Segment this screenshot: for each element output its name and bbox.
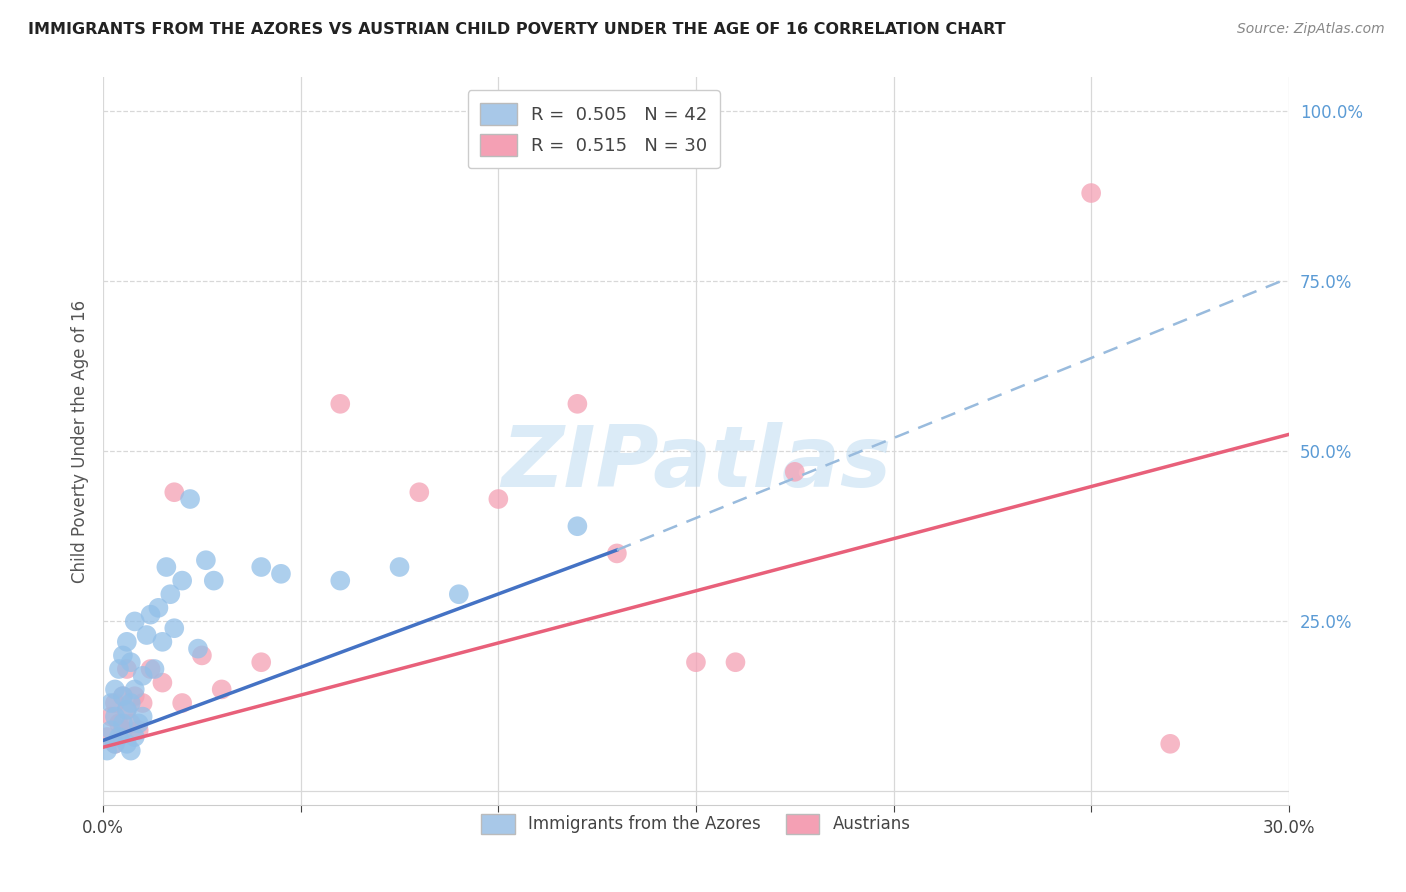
Point xyxy=(124,730,146,744)
Point xyxy=(447,587,470,601)
Point xyxy=(120,696,142,710)
Point xyxy=(159,587,181,601)
Point xyxy=(408,485,430,500)
Point xyxy=(148,600,170,615)
Point xyxy=(115,703,138,717)
Point xyxy=(131,709,153,723)
Point xyxy=(124,690,146,704)
Point xyxy=(163,485,186,500)
Point xyxy=(486,491,509,506)
Point xyxy=(139,607,162,622)
Point xyxy=(111,648,134,663)
Text: Source: ZipAtlas.com: Source: ZipAtlas.com xyxy=(1237,22,1385,37)
Point xyxy=(685,655,707,669)
Point xyxy=(187,641,209,656)
Point xyxy=(270,566,292,581)
Point xyxy=(139,662,162,676)
Point xyxy=(131,696,153,710)
Point xyxy=(115,662,138,676)
Point xyxy=(100,696,122,710)
Point xyxy=(163,621,186,635)
Point xyxy=(250,560,273,574)
Point xyxy=(783,465,806,479)
Point xyxy=(128,723,150,738)
Point xyxy=(108,662,131,676)
Point xyxy=(143,662,166,676)
Point xyxy=(179,491,201,506)
Point xyxy=(128,716,150,731)
Point xyxy=(111,690,134,704)
Point xyxy=(567,519,589,533)
Point xyxy=(111,690,134,704)
Point xyxy=(172,574,194,588)
Point xyxy=(211,682,233,697)
Point xyxy=(135,628,157,642)
Y-axis label: Child Poverty Under the Age of 16: Child Poverty Under the Age of 16 xyxy=(72,300,89,582)
Point xyxy=(202,574,225,588)
Point xyxy=(131,669,153,683)
Point xyxy=(152,635,174,649)
Point xyxy=(108,716,131,731)
Point xyxy=(96,730,118,744)
Point xyxy=(104,682,127,697)
Point xyxy=(124,682,146,697)
Point xyxy=(172,696,194,710)
Point xyxy=(329,574,352,588)
Point xyxy=(104,709,127,723)
Point xyxy=(108,730,131,744)
Text: ZIPatlas: ZIPatlas xyxy=(501,422,891,505)
Point xyxy=(120,716,142,731)
Point xyxy=(120,743,142,757)
Point xyxy=(120,655,142,669)
Text: IMMIGRANTS FROM THE AZORES VS AUSTRIAN CHILD POVERTY UNDER THE AGE OF 16 CORRELA: IMMIGRANTS FROM THE AZORES VS AUSTRIAN C… xyxy=(28,22,1005,37)
Legend: Immigrants from the Azores, Austrians: Immigrants from the Azores, Austrians xyxy=(471,804,921,844)
Point xyxy=(1080,186,1102,200)
Point xyxy=(100,709,122,723)
Point xyxy=(96,743,118,757)
Point xyxy=(194,553,217,567)
Point xyxy=(115,635,138,649)
Point xyxy=(124,615,146,629)
Point xyxy=(155,560,177,574)
Point xyxy=(111,723,134,738)
Point xyxy=(388,560,411,574)
Point xyxy=(104,696,127,710)
Point xyxy=(1159,737,1181,751)
Point xyxy=(104,737,127,751)
Point xyxy=(104,737,127,751)
Point xyxy=(250,655,273,669)
Point xyxy=(606,546,628,560)
Point xyxy=(100,723,122,738)
Point xyxy=(111,716,134,731)
Point xyxy=(191,648,214,663)
Point xyxy=(115,703,138,717)
Point xyxy=(115,737,138,751)
Point xyxy=(724,655,747,669)
Point xyxy=(152,675,174,690)
Point xyxy=(567,397,589,411)
Point xyxy=(329,397,352,411)
